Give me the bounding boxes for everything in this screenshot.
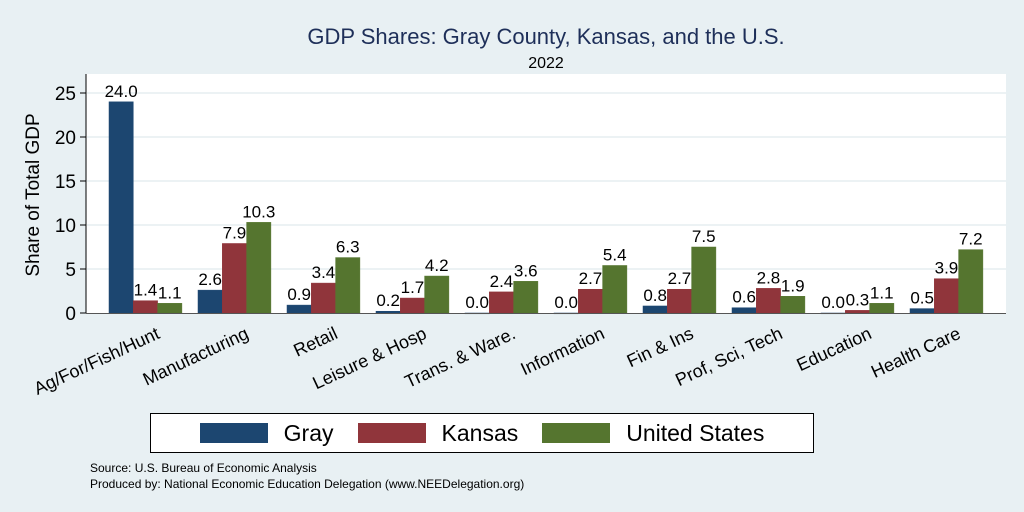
legend-label-kansas: Kansas [441,419,519,446]
bar-gray [197,289,223,314]
data-label: 0.9 [287,285,311,304]
data-label: 1.1 [158,283,182,302]
legend-swatch-kansas [357,423,426,443]
data-label: 1.1 [870,283,894,302]
bar-united-states [157,303,183,314]
data-label: 1.7 [401,278,425,297]
legend: Gray Kansas United States [150,413,814,453]
data-label: 1.4 [134,281,158,300]
legend-swatch-united-states [542,423,611,443]
bar-gray [909,308,935,314]
bar-kansas [845,310,870,314]
legend-item-gray: Gray [199,419,334,447]
data-label: 7.9 [223,223,247,242]
bar-united-states [424,275,450,314]
legend-label-gray: Gray [283,419,334,446]
legend-item-kansas: Kansas [357,419,519,447]
y-tick-label: 15 [55,172,76,193]
bar-united-states [513,281,539,314]
bar-gray [286,304,312,314]
data-label: 0.0 [554,293,578,312]
bar-kansas [756,288,781,314]
legend-item-united-states: United States [542,420,764,447]
y-tick-label: 5 [65,260,76,281]
bar-kansas [222,243,247,314]
bar-kansas [667,288,692,314]
bars [108,101,984,315]
data-label: 3.6 [514,261,538,280]
bar-kansas [489,291,514,314]
data-label: 0.5 [910,289,934,308]
data-label: 4.2 [425,256,449,275]
produced-by-note: Produced by: National Economic Education… [90,477,525,491]
bar-kansas [133,300,158,314]
y-axis-label: Share of Total GDP [23,113,44,276]
bar-united-states [780,296,806,314]
data-label: 2.7 [668,269,692,288]
data-label: 6.3 [336,238,360,257]
bar-gray [375,310,401,314]
y-tick-label: 25 [55,84,76,105]
chart-notes: Source: U.S. Bureau of Economic Analysis… [90,460,524,492]
data-label: 3.9 [935,259,959,278]
data-label: 2.8 [757,268,781,287]
category-label: Health Care [868,323,964,382]
legend-label-united-states: United States [626,419,765,446]
chart-title: GDP Shares: Gray County, Kansas, and the… [307,24,784,49]
category-label: Fin & Ins [624,323,697,371]
y-axis-ticks: 0 5 10 15 20 25 [55,84,86,325]
bar-united-states [246,222,272,314]
source-note: Source: U.S. Bureau of Economic Analysis [90,461,317,475]
y-tick-label: 10 [55,216,76,237]
data-label: 2.7 [579,269,603,288]
data-label: 0.0 [465,293,489,312]
bar-kansas [400,297,425,314]
category-label: Ag/For/Fish/Hunt [31,323,163,399]
data-label: 0.2 [376,291,400,310]
category-label: Retail [290,323,340,361]
data-label: 0.6 [732,288,756,307]
y-tick-label: 0 [65,304,76,325]
bar-gray [642,305,668,314]
bar-united-states [691,246,717,314]
legend-swatch-gray [199,423,268,443]
data-label: 7.2 [959,230,983,249]
data-label: 7.5 [692,227,716,246]
data-label: 0.3 [846,290,870,309]
data-label: 1.9 [781,276,805,295]
category-label: Education [794,323,875,375]
data-label: 0.0 [821,293,845,312]
bar-united-states [958,249,984,314]
y-tick-label: 20 [55,128,76,149]
data-label: 10.3 [242,202,275,221]
bar-kansas [578,288,603,314]
bar-gray [108,101,134,314]
gridlines [87,92,1006,270]
data-label: 0.8 [643,286,667,305]
bar-united-states [602,265,628,314]
bar-gray [731,307,757,314]
data-label: 2.4 [490,272,514,291]
data-label: 3.4 [312,263,336,282]
category-label: Information [517,323,607,379]
data-label: 5.4 [603,245,627,264]
bar-kansas [311,282,336,314]
data-label: 24.0 [105,82,138,101]
bar-kansas [934,278,959,314]
bar-united-states [869,303,895,314]
data-labels: 24.01.4 1.12.67.910.30.93.46.30.21.74.20.… [105,82,983,312]
data-label: 2.6 [198,270,222,289]
bar-united-states [335,257,361,314]
chart-subtitle: 2022 [528,55,564,72]
